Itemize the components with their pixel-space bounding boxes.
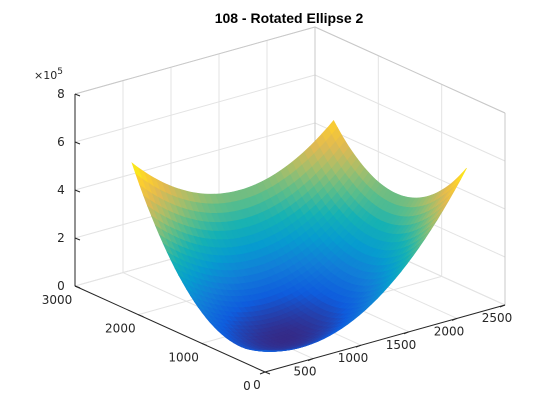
x-tick bbox=[403, 331, 410, 335]
y-tick-label: 3000 bbox=[42, 293, 73, 307]
x-tick-label: 1500 bbox=[386, 338, 417, 352]
x-tick-label: 500 bbox=[294, 365, 317, 379]
x-tick bbox=[259, 371, 266, 375]
y-tick bbox=[264, 371, 271, 375]
z-exponent-power: 5 bbox=[57, 67, 63, 77]
grid-line-z-back bbox=[74, 74, 316, 143]
z-tick-label: 8 bbox=[57, 87, 65, 101]
grid-line-z-side bbox=[314, 122, 506, 210]
z-tick bbox=[74, 189, 81, 193]
y-tick bbox=[138, 314, 144, 318]
grid-line-z-back bbox=[74, 122, 316, 191]
surface-patch bbox=[456, 167, 467, 184]
z-exponent-base: ×10 bbox=[34, 69, 57, 82]
y-tick-label: 0 bbox=[243, 379, 251, 393]
box-edge bbox=[314, 26, 506, 114]
z-tick bbox=[74, 93, 81, 97]
z-tick-label: 4 bbox=[57, 183, 65, 197]
z-tick-label: 6 bbox=[57, 135, 65, 149]
z-tick-label: 2 bbox=[57, 231, 65, 245]
surface-layer bbox=[131, 119, 467, 352]
surface-patch bbox=[261, 350, 271, 352]
box-edge bbox=[74, 26, 316, 95]
z-tick-label: 0 bbox=[57, 279, 65, 293]
x-tick bbox=[499, 304, 506, 308]
x-tick bbox=[451, 317, 458, 321]
grid-line-z-side bbox=[314, 74, 506, 162]
y-tick bbox=[201, 342, 207, 346]
x-tick-label: 1000 bbox=[338, 351, 369, 365]
z-tick bbox=[74, 237, 81, 241]
axis-layer bbox=[74, 93, 506, 375]
x-axis-line bbox=[264, 304, 506, 373]
x-tick-label: 2500 bbox=[482, 311, 513, 325]
y-axis-line bbox=[74, 285, 266, 373]
y-tick-label: 1000 bbox=[168, 350, 199, 364]
chart-title: 108 - Rotated Ellipse 2 bbox=[215, 10, 364, 26]
x-tick bbox=[307, 358, 314, 362]
x-tick bbox=[355, 344, 362, 348]
z-tick bbox=[74, 141, 81, 145]
z-tick bbox=[74, 285, 81, 289]
y-tick-label: 2000 bbox=[105, 322, 136, 336]
z-axis-exponent: ×105 bbox=[34, 67, 63, 82]
x-tick-label: 0 bbox=[253, 378, 261, 392]
x-tick-label: 2000 bbox=[434, 324, 465, 338]
